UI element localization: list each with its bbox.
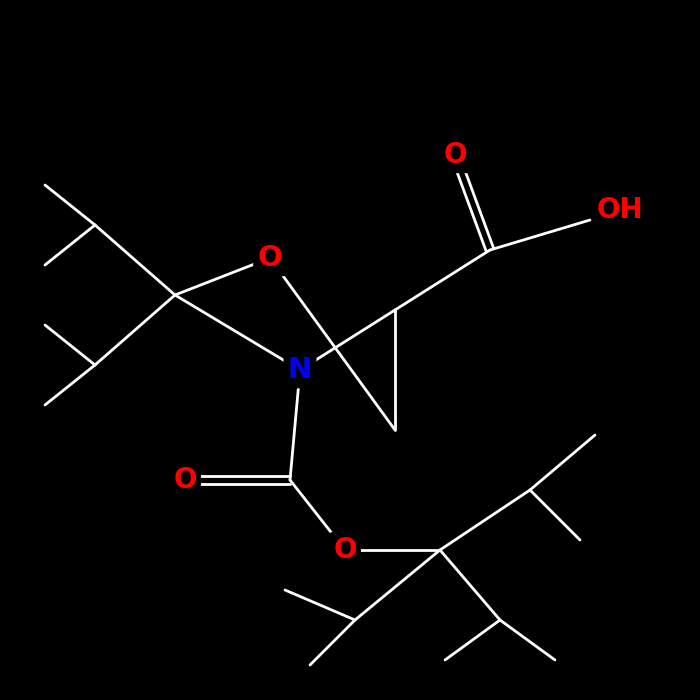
Text: O: O <box>258 244 282 272</box>
Text: O: O <box>174 466 197 494</box>
Text: O: O <box>333 536 357 564</box>
Text: N: N <box>288 356 312 384</box>
Text: OH: OH <box>596 196 643 224</box>
Text: O: O <box>443 141 467 169</box>
